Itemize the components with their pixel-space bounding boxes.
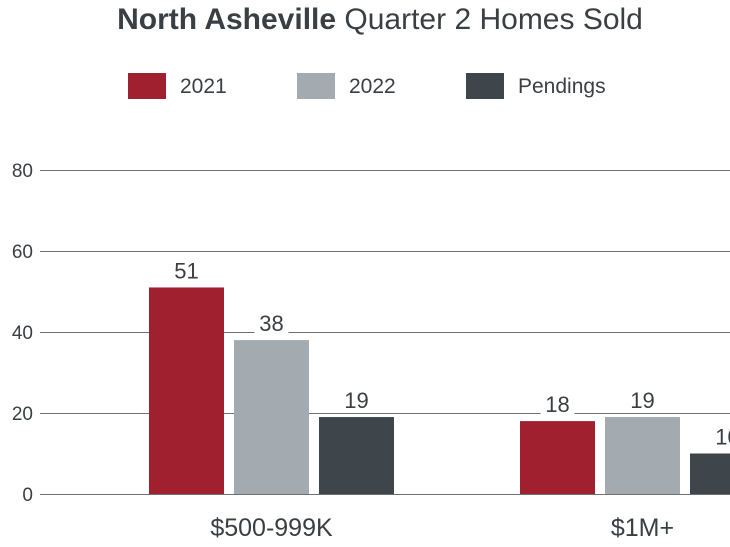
data-label-bg [540,393,575,416]
chart-title-rest: Quarter 2 Homes Sold [344,3,643,36]
legend-label-0: 2021 [180,75,227,98]
legend-label-1: 2022 [349,75,396,98]
y-tick-label-80: 80 [12,161,33,182]
legend-swatch-1 [297,73,335,99]
data-label-2022-1: 19 [630,388,654,413]
data-label-2022-0: 38 [259,311,283,336]
legend-swatch-2 [466,73,504,99]
bar-2022-0 [234,340,309,494]
y-tick-label-60: 60 [12,242,33,263]
chart-title-bold: North Asheville [117,3,337,36]
data-label-2021-1: 18 [545,392,569,417]
category-label-1: $1M+ [611,514,674,542]
y-tick-label-0: 0 [22,485,33,506]
bar-pendings-0 [319,417,394,494]
data-label-2021-0: 51 [174,258,198,283]
legend-label-2: Pendings [518,75,606,98]
data-label-bg [710,425,730,448]
data-label-bg [339,389,374,412]
data-label-pendings-0: 19 [344,388,368,413]
legend-swatch-0 [128,73,166,99]
bar-2021-0 [149,287,224,494]
data-label-bg [625,389,660,412]
bar-pendings-1 [690,453,730,494]
bar-2022-1 [605,417,680,494]
y-tick-label-20: 20 [12,404,33,425]
data-label-pendings-1: 10 [715,425,730,450]
category-label-0: $500-999K [210,514,333,542]
data-label-bg [169,259,204,282]
bar-2021-1 [520,421,595,494]
data-label-bg [254,312,289,335]
y-tick-label-40: 40 [12,323,33,344]
chart-title: North Asheville Quarter 2 Homes Sold [0,2,730,38]
